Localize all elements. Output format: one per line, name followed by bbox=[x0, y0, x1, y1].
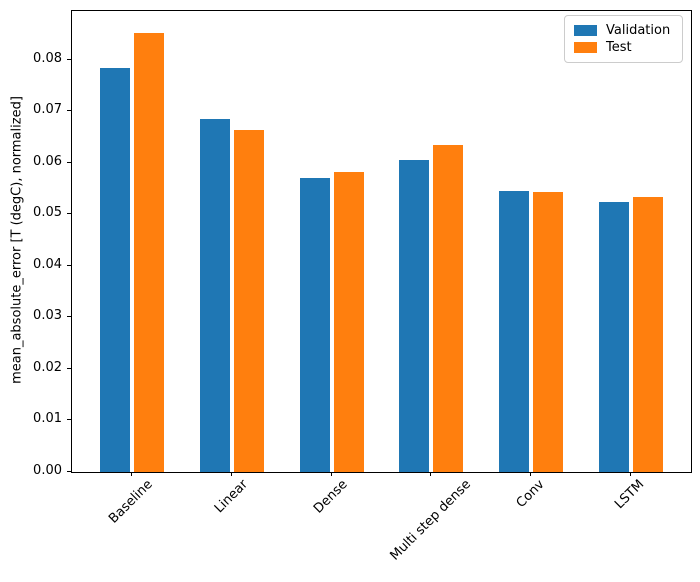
x-tick-mark bbox=[530, 472, 532, 476]
x-tick-label-linear: Linear bbox=[211, 477, 251, 517]
bar-test-multi-step-dense bbox=[433, 145, 464, 472]
y-tick-label: 0.06 bbox=[33, 153, 62, 169]
legend-item-test: Test bbox=[574, 39, 673, 56]
y-tick-label: 0.04 bbox=[33, 256, 62, 272]
legend-item-validation: Validation bbox=[574, 22, 673, 39]
y-tick-label: 0.07 bbox=[33, 102, 62, 118]
x-tick-label-dense: Dense bbox=[310, 477, 351, 517]
x-tick-mark bbox=[330, 472, 332, 476]
y-tick-mark bbox=[67, 316, 71, 318]
y-tick-mark bbox=[67, 367, 71, 369]
y-tick-mark bbox=[67, 110, 71, 112]
y-tick-label: 0.01 bbox=[33, 411, 62, 427]
bar-validation-baseline bbox=[100, 67, 131, 472]
x-tick-mark bbox=[230, 472, 232, 476]
plot-area bbox=[71, 10, 692, 473]
y-tick-label: 0.08 bbox=[33, 50, 62, 66]
y-tick-label: 0.03 bbox=[33, 308, 62, 324]
x-tick-label-baseline: Baseline bbox=[106, 477, 156, 527]
bar-test-linear bbox=[233, 130, 264, 472]
bar-validation-lstm bbox=[599, 202, 629, 472]
x-tick-label-multi-step-dense: Multi step dense bbox=[387, 477, 474, 564]
y-tick-mark bbox=[67, 58, 71, 60]
bar-validation-conv bbox=[499, 191, 530, 472]
bar-validation-multi-step-dense bbox=[399, 159, 430, 472]
y-tick-label: 0.00 bbox=[33, 463, 62, 478]
test-swatch-icon bbox=[574, 42, 597, 53]
x-tick-mark bbox=[629, 472, 631, 476]
y-tick-label: 0.05 bbox=[33, 205, 62, 221]
legend-label-validation: Validation bbox=[606, 22, 671, 38]
y-tick-label: 0.02 bbox=[33, 359, 62, 375]
y-tick-mark bbox=[67, 419, 71, 421]
validation-swatch-icon bbox=[574, 25, 597, 36]
y-tick-mark bbox=[67, 264, 71, 266]
legend: Validation Test bbox=[564, 15, 683, 63]
bar-test-lstm bbox=[632, 197, 663, 472]
y-tick-mark bbox=[67, 471, 71, 472]
y-tick-mark bbox=[67, 161, 71, 163]
bar-test-dense bbox=[333, 171, 364, 472]
bar-validation-linear bbox=[199, 118, 230, 472]
y-tick-mark bbox=[67, 213, 71, 215]
x-tick-mark bbox=[430, 472, 432, 476]
legend-label-test: Test bbox=[606, 39, 632, 55]
x-tick-label-conv: Conv bbox=[513, 477, 548, 511]
x-tick-mark bbox=[131, 472, 133, 476]
bar-validation-dense bbox=[299, 177, 330, 472]
bar-test-baseline bbox=[134, 33, 164, 472]
x-tick-label-lstm: LSTM bbox=[612, 477, 648, 513]
bar-test-conv bbox=[533, 192, 564, 472]
y-axis-label: mean_absolute_error [T (degC), normalize… bbox=[9, 96, 25, 384]
